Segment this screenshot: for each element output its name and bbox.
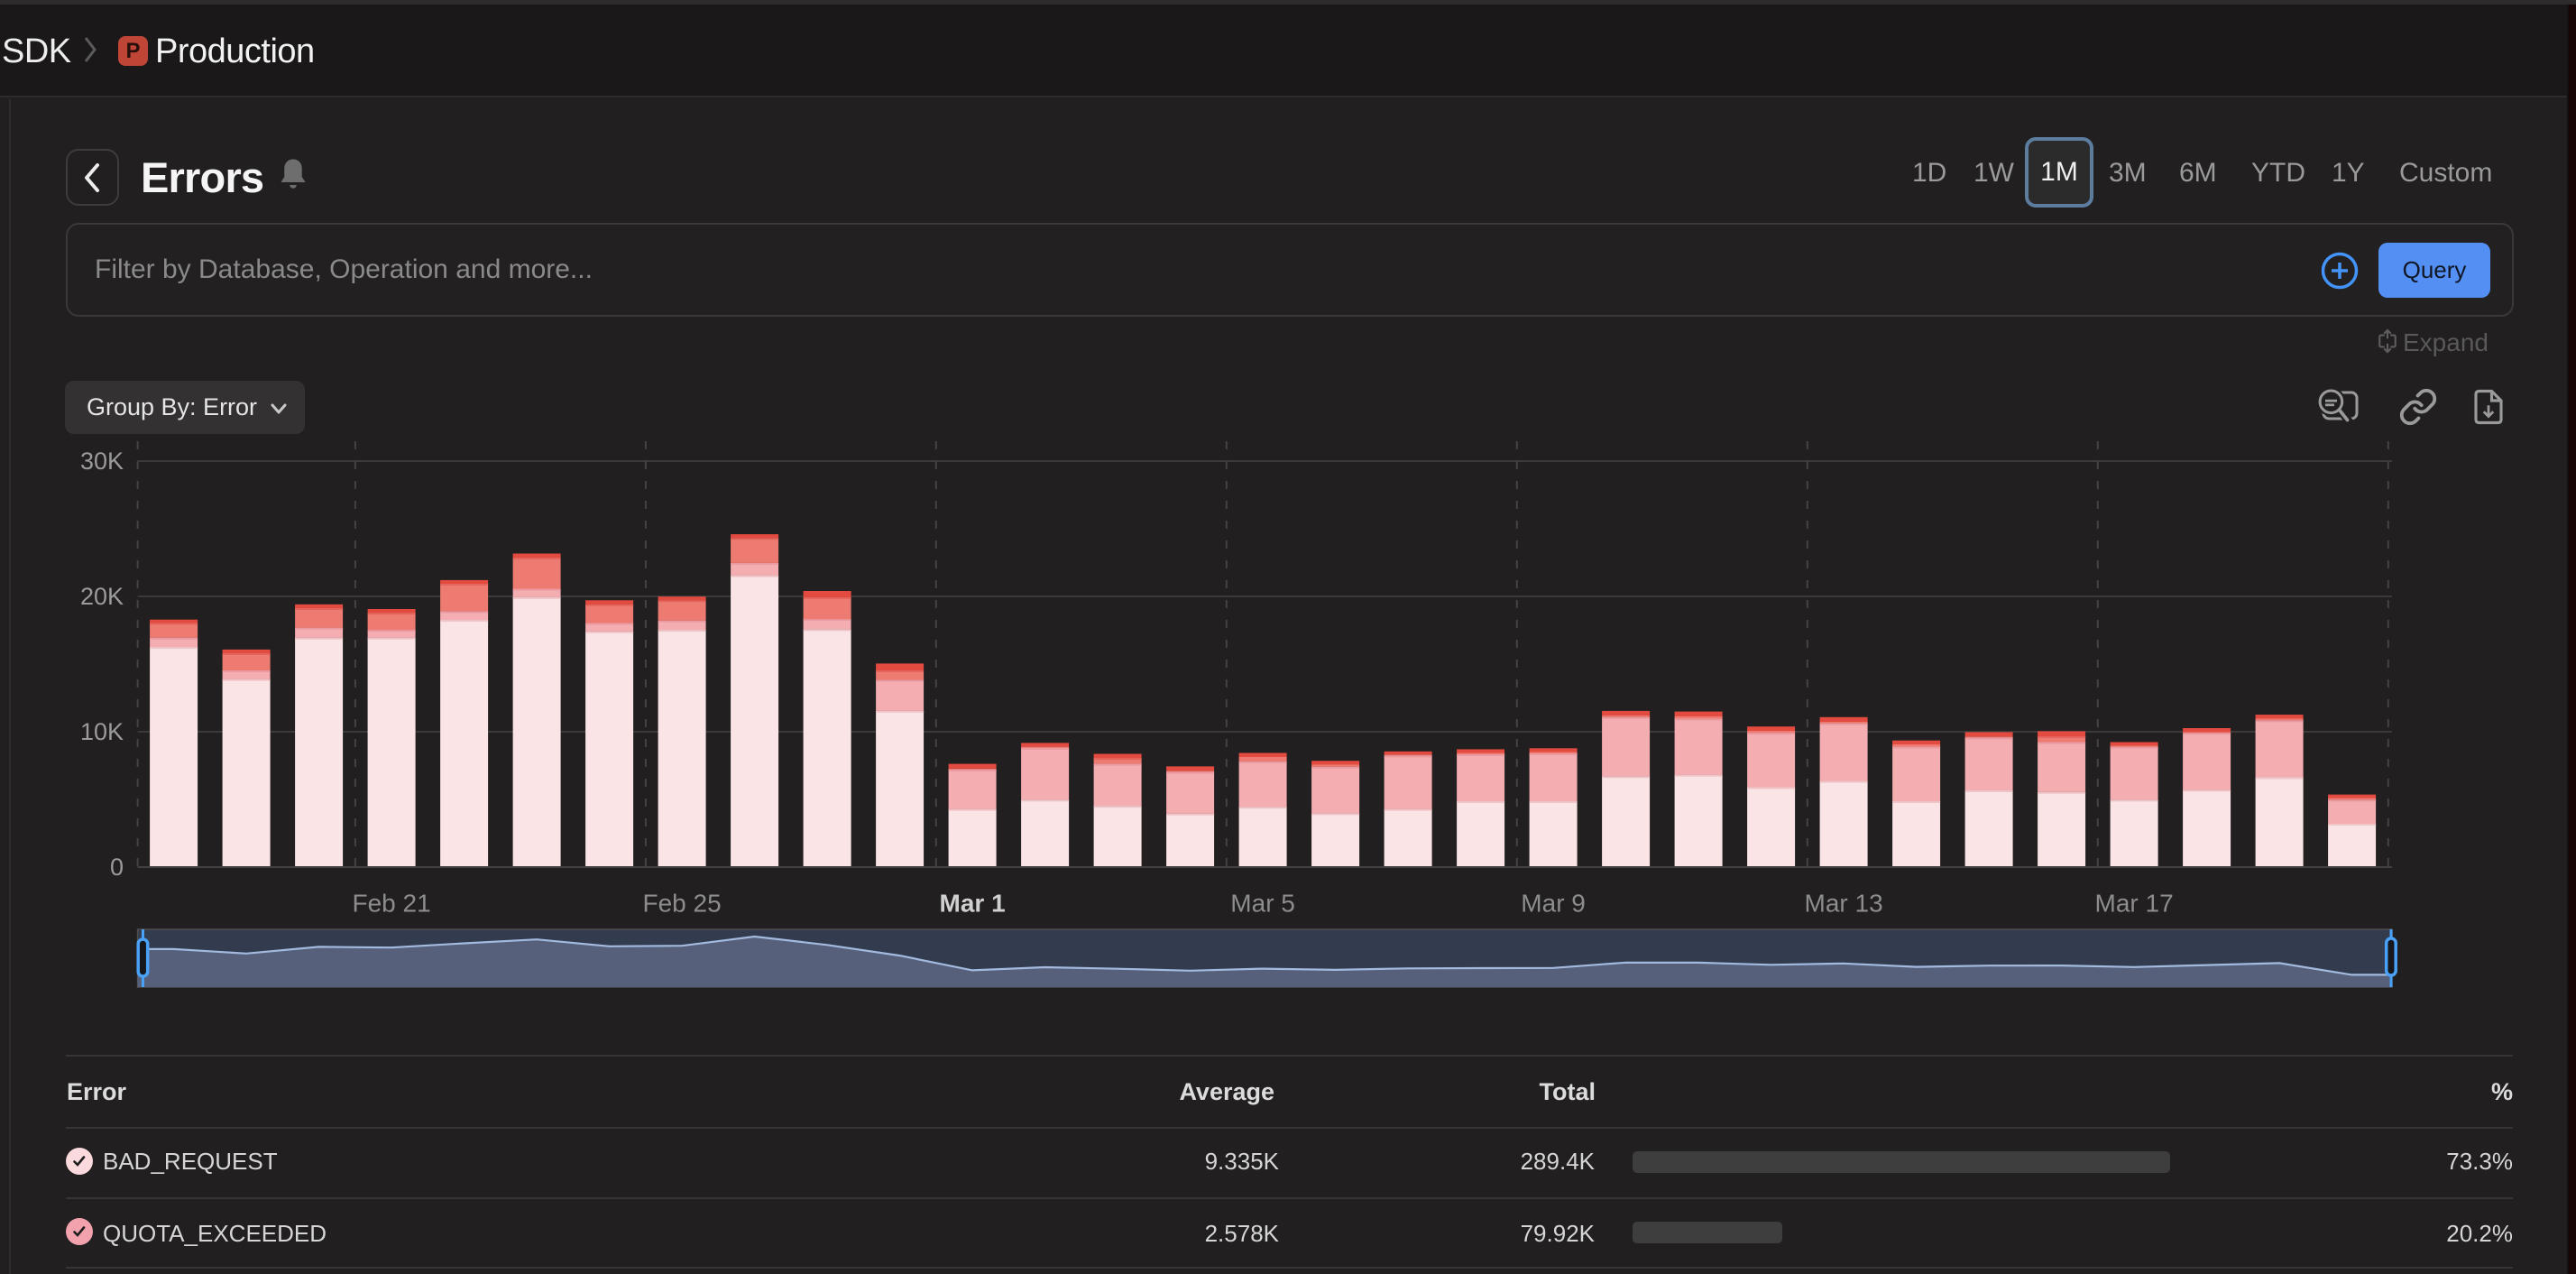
svg-text:20K: 20K bbox=[80, 583, 124, 610]
svg-text:Mar 17: Mar 17 bbox=[2095, 890, 2174, 918]
svg-text:0: 0 bbox=[110, 854, 124, 881]
svg-text:30K: 30K bbox=[80, 448, 124, 475]
svg-text:Feb 21: Feb 21 bbox=[353, 890, 431, 918]
svg-text:Mar 9: Mar 9 bbox=[1521, 890, 1586, 918]
svg-text:Mar 13: Mar 13 bbox=[1805, 890, 1883, 918]
svg-text:Mar 1: Mar 1 bbox=[940, 890, 1006, 918]
svg-text:10K: 10K bbox=[80, 718, 124, 745]
svg-text:Feb 25: Feb 25 bbox=[643, 890, 722, 918]
svg-text:Mar 5: Mar 5 bbox=[1230, 890, 1295, 918]
